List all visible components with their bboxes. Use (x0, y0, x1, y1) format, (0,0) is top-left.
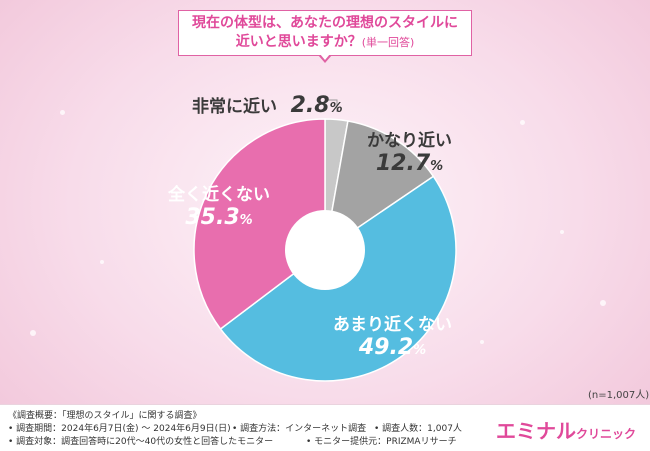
sparkle (480, 340, 484, 344)
brand-name: エミナル (495, 419, 576, 443)
label-very-close: 非常に近い 2.8% (192, 92, 343, 118)
slice-fairly-close (323, 120, 435, 252)
sparkle (100, 260, 104, 264)
leader-line (325, 99, 338, 112)
brand-subname: クリニック (575, 427, 636, 441)
sample-size-label: (n=1,007人) (588, 390, 650, 401)
survey-heading: 《調査概要：「理想のスタイル」に関する調査》 (8, 411, 202, 421)
sparkle (30, 330, 36, 336)
title-line1: 現在の体型は、あなたの理想のスタイルに (192, 15, 458, 31)
survey-method: • 調査方法：インターネット調査 (232, 424, 367, 434)
title-question: 近いと思いますか？ (235, 34, 362, 50)
survey-target: • 調査対象：調査回答時に20代～40代の女性と回答したモニター (8, 437, 274, 447)
title-line2: 近いと思いますか？(単一回答) (179, 33, 471, 52)
sparkle (600, 300, 606, 306)
value-label: 2.8% (290, 93, 343, 118)
category-label: 非常に近い (192, 97, 277, 117)
survey-period: • 調査期間：2024年6月7日(金) ～ 2024年6月9日(日) (8, 424, 231, 434)
title-note: (単一回答) (361, 36, 415, 49)
sparkle (60, 110, 65, 115)
category-label: 全く近くない (168, 185, 270, 205)
sparkle (520, 120, 525, 125)
value-label: 12.7% (375, 151, 444, 176)
survey-footer: 《調査概要：「理想のスタイル」に関する調査》 • 調査期間：2024年6月7日(… (0, 404, 650, 451)
brand-logo: エミナルクリニック (496, 415, 636, 444)
survey-count: • 調査人数：1,007人 (374, 424, 462, 434)
category-label: かなり近い (367, 131, 452, 151)
title-pointer-fill (320, 54, 330, 60)
chart-title: 現在の体型は、あなたの理想のスタイルに 近いと思いますか？(単一回答) (178, 10, 472, 56)
slice-not-close-at-all (193, 118, 326, 331)
sparkle (560, 230, 564, 234)
value-label: 35.3% (185, 205, 253, 230)
label-not-very-close: あまり近くない 49.2% (333, 310, 452, 360)
value-label: 49.2% (358, 335, 427, 360)
label-not-close-at-all: 全く近くない 35.3% (168, 180, 270, 230)
donut-hole (285, 210, 365, 290)
survey-provider: • モニター提供元：PRIZMAリサーチ (306, 437, 457, 447)
category-label: あまり近くない (333, 315, 452, 335)
label-fairly-close: かなり近い 12.7% (367, 126, 452, 176)
